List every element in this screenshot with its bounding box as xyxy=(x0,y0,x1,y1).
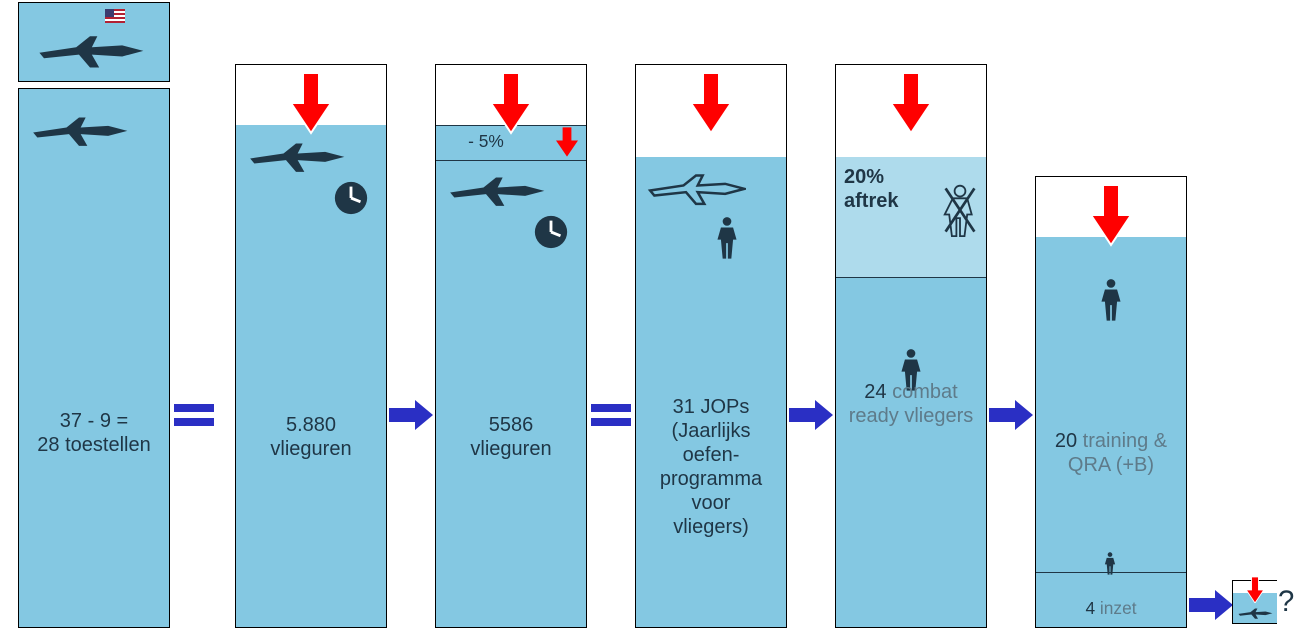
jet_outline-icon xyxy=(646,167,746,209)
jet-icon xyxy=(25,27,155,73)
column-c1: 37 - 9 = 28 toestellen xyxy=(18,88,170,628)
tail-box xyxy=(1232,580,1277,624)
red-arrow-icon xyxy=(291,69,331,137)
infographic-stage: 37 - 9 = 28 toestellen 5.880 vlieguren - … xyxy=(0,0,1299,644)
red-arrow-icon xyxy=(1091,181,1131,249)
arrow-connector xyxy=(389,400,433,430)
arrow-connector xyxy=(989,400,1033,430)
person-icon xyxy=(1098,277,1124,321)
equals-connector xyxy=(589,400,633,430)
light-band-label: 20% aftrek xyxy=(844,165,924,213)
red-arrow-icon xyxy=(1246,577,1264,603)
column-label: 24 combat ready vliegers xyxy=(836,380,986,428)
column-label: 31 JOPs (Jaarlijks oefen- programma voor… xyxy=(636,395,786,539)
pilot-x-icon xyxy=(942,171,978,249)
person-small-icon xyxy=(1103,551,1117,575)
arrow-connector xyxy=(1189,590,1233,620)
flag-icon xyxy=(105,9,125,23)
header-box xyxy=(18,2,170,82)
column-label: 5586 vlieguren xyxy=(436,413,586,461)
clock-icon xyxy=(532,213,570,251)
equals-connector xyxy=(172,400,216,430)
arrow-connector xyxy=(789,400,833,430)
column-c2: 5.880 vlieguren xyxy=(235,64,387,628)
jet-icon xyxy=(446,169,546,211)
column-label: 37 - 9 = 28 toestellen xyxy=(19,409,169,457)
jet-icon xyxy=(246,135,346,177)
pilot-icon xyxy=(714,215,740,259)
sub-band-label: 4 inzet xyxy=(1036,598,1186,619)
column-c4: 31 JOPs (Jaarlijks oefen- programma voor… xyxy=(635,64,787,628)
clock-icon xyxy=(332,179,370,217)
column-c6: 20 training & QRA (+B) 4 inzet xyxy=(1035,176,1187,628)
column-c3: - 5% 5586 vlieguren xyxy=(435,64,587,628)
jet-icon xyxy=(1237,605,1273,621)
question-mark: ? xyxy=(1278,584,1294,619)
column-c5: 20% aftrek 24 combat ready vliegers xyxy=(835,64,987,628)
small-red-arrow-icon xyxy=(556,127,578,157)
red-arrow-icon xyxy=(691,69,731,137)
column-fill xyxy=(636,157,786,627)
red-arrow-icon xyxy=(891,69,931,137)
jet-icon xyxy=(29,109,129,151)
column-label: 5.880 vlieguren xyxy=(236,413,386,461)
red-arrow-icon xyxy=(491,69,531,137)
column-fill xyxy=(19,89,169,627)
column-label: 20 training & QRA (+B) xyxy=(1036,429,1186,477)
